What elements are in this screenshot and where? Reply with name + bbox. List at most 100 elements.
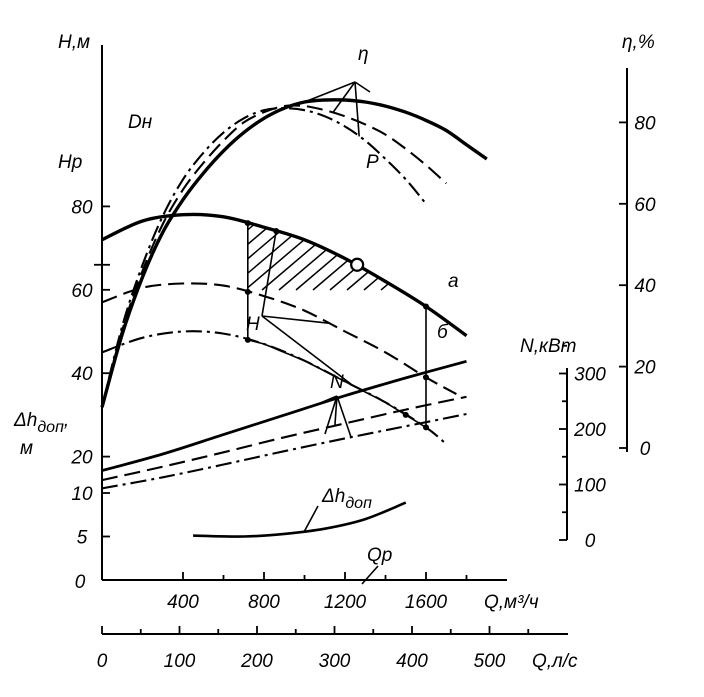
y-tick-label: 60 <box>71 281 93 302</box>
x-tick-label: 400 <box>167 592 199 613</box>
x-tick-label: 1600 <box>405 592 448 613</box>
npsh-tick-label: 5 <box>77 528 88 549</box>
hatch-line <box>247 223 310 291</box>
x-axis-flow-ls-label: Q,л/с <box>532 651 578 672</box>
y-tick-label: 20 <box>70 448 93 469</box>
label-eta: η <box>358 44 369 65</box>
eff-tick-label: 20 <box>633 358 656 379</box>
label-curve-a: а <box>448 271 459 292</box>
y-axis-npsh-unit: м <box>20 438 33 459</box>
zone-marker <box>423 303 429 310</box>
y-tick-label: 80 <box>71 197 93 218</box>
hatch-line <box>380 223 426 291</box>
leader-line <box>354 81 360 137</box>
zone-marker <box>402 411 409 418</box>
hatch-line <box>397 223 426 291</box>
hatch-line <box>670 120 704 290</box>
curve-n-dn <box>101 359 467 472</box>
x-axis-flow-m3h-label: Q,м³/ч <box>484 592 539 613</box>
leader-line <box>354 81 371 93</box>
leader-line <box>261 315 354 387</box>
hatch-line <box>432 120 632 290</box>
zone-marker <box>244 336 251 343</box>
label-qp: Qр <box>367 545 392 566</box>
x2-tick-label: 0 <box>97 651 108 672</box>
hatch-line <box>534 120 704 290</box>
eff-tick-label: 40 <box>634 276 656 297</box>
hatch-line <box>247 223 361 291</box>
leader-line <box>303 505 319 533</box>
leader-line <box>336 395 352 438</box>
x2-tick-label: 100 <box>164 651 196 672</box>
hatch-line <box>312 223 426 291</box>
hatch-line <box>247 223 378 291</box>
leader-line <box>332 81 356 114</box>
x2-tick-label: 500 <box>474 651 506 672</box>
eff-tick-label: 80 <box>634 113 656 134</box>
hatch-line <box>653 120 704 290</box>
x2-tick-label: 300 <box>319 651 351 672</box>
hatch-line <box>24 120 224 290</box>
hatch-line <box>346 223 426 291</box>
curve-h-a <box>101 282 457 396</box>
hatch-line <box>247 223 412 291</box>
leader-line <box>261 315 329 324</box>
x2-tick-label: 200 <box>240 651 273 672</box>
power-tick-label: 200 <box>573 420 606 441</box>
leader-line <box>261 230 277 317</box>
curve-n-b <box>101 412 467 490</box>
hatch-line <box>247 223 426 291</box>
hatch-line <box>363 223 426 291</box>
x-tick-label: 800 <box>248 592 280 613</box>
hatch-line <box>247 223 293 291</box>
leader-line <box>334 395 338 426</box>
zone-marker <box>423 374 429 381</box>
x-tick-label: 1200 <box>324 592 367 613</box>
leader-line <box>361 565 379 585</box>
operating-point-marker <box>350 257 365 272</box>
curve-eta-a <box>100 104 447 408</box>
label-curve-b: б <box>437 322 449 343</box>
hatch-line <box>687 120 704 290</box>
label-npsh-curve: Δhдоп <box>321 486 372 512</box>
hatch-line <box>295 223 426 291</box>
label-operating-point: Р <box>366 152 379 173</box>
label-hp: Нр <box>58 152 82 173</box>
origin-label: 0 <box>75 572 86 593</box>
hatch-line <box>619 120 704 290</box>
curve-h-dn <box>101 212 468 338</box>
zone-marker <box>244 288 251 295</box>
y-axis-npsh-label: Δhдоп, <box>13 410 69 436</box>
curve-n-a <box>101 395 467 482</box>
y-axis-power-label: N,кВт <box>520 336 576 357</box>
curve-dh-dop <box>193 501 407 538</box>
leader-line <box>324 395 338 435</box>
hatch-line <box>261 223 426 291</box>
hatch-line <box>517 120 704 290</box>
hatch-line <box>247 223 327 291</box>
eff-tick-label: 60 <box>634 195 656 216</box>
hatch-line <box>500 120 700 290</box>
hatch-line <box>449 120 649 290</box>
power-tick-label: 0 <box>585 531 596 552</box>
curve-h-b <box>101 330 447 445</box>
label-dn: Dн <box>128 112 153 133</box>
eff-tick-label: 0 <box>640 439 651 460</box>
zone-marker <box>273 228 280 235</box>
y-axis-head-label: Н,м <box>58 32 90 53</box>
hatch-line <box>247 223 426 291</box>
hatch-line <box>414 223 426 291</box>
x2-tick-label: 400 <box>396 651 428 672</box>
label-power-curves: N <box>330 372 344 393</box>
hatch-line <box>278 223 426 291</box>
y-tick-label: 40 <box>71 364 93 385</box>
power-tick-label: 100 <box>574 476 606 497</box>
zone-marker <box>423 424 429 431</box>
zone-marker <box>244 220 251 227</box>
curve-eta-b <box>100 107 427 408</box>
label-head-curves: Н <box>246 314 260 335</box>
leader-line <box>314 395 338 407</box>
curve-eta-dn <box>100 98 488 408</box>
leader-line <box>304 81 356 103</box>
